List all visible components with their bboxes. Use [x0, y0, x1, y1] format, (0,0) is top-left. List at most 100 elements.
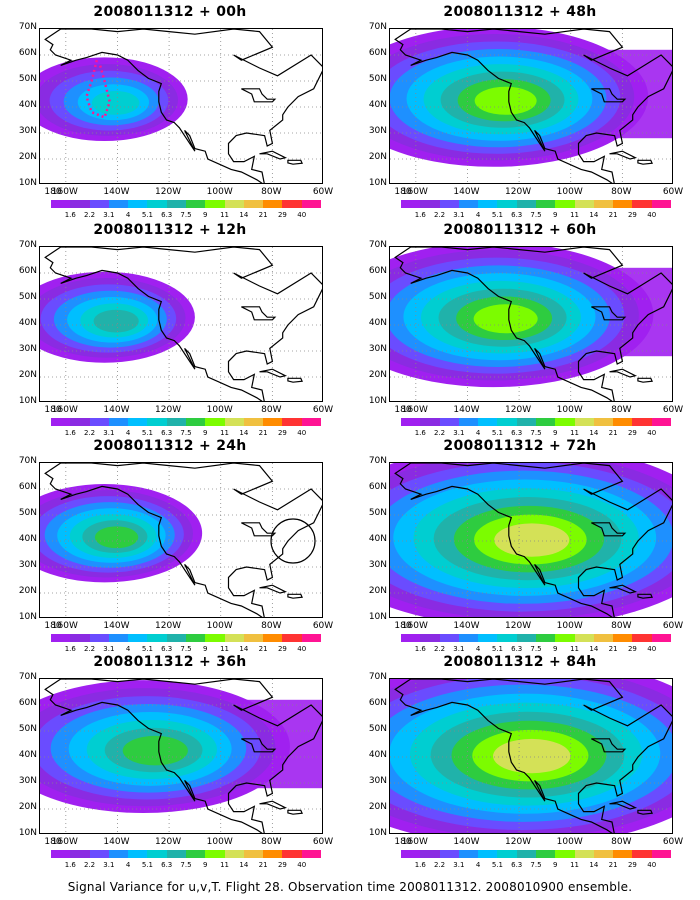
latitude-label: 20N — [368, 586, 387, 596]
panel-title: 2008011312 + 60h — [443, 222, 597, 238]
latitude-label: 60N — [368, 482, 387, 492]
colorbar-tick-label: 40 — [297, 645, 307, 653]
latitude-label: 40N — [368, 534, 387, 544]
colorbar-tick-label: 21 — [608, 429, 618, 437]
colorbar-tick-label: 1.6 — [64, 429, 76, 437]
variance-contour — [94, 526, 139, 549]
colorbar-swatch — [301, 418, 321, 426]
latitude-label: 50N — [368, 724, 387, 734]
colorbar-swatch — [263, 850, 283, 858]
colorbar-swatch — [613, 418, 633, 426]
colorbar-tick-label: 2.2 — [83, 645, 96, 653]
latitude-label: 70N — [368, 240, 387, 250]
colorbar-swatch — [89, 200, 109, 208]
latitude-label: 50N — [18, 74, 37, 84]
longitude-label: 120W — [505, 405, 532, 415]
colorbar-swatch — [108, 634, 129, 642]
colorbar-swatch — [243, 850, 264, 858]
colorbar-swatch — [593, 634, 614, 642]
colorbar-tick-label: 3.1 — [453, 211, 465, 219]
longitude-label: 120W — [155, 405, 182, 415]
colorbar-swatch — [224, 850, 244, 858]
colorbar-swatch — [128, 850, 148, 858]
longitude-label: 160W — [51, 405, 78, 415]
colorbar-tick-label: 29 — [627, 861, 637, 869]
colorbar-tick-label: 21 — [258, 645, 268, 653]
colorbar-swatch — [89, 418, 109, 426]
latitude-label: 30N — [18, 776, 37, 786]
coastline — [287, 809, 303, 815]
colorbar-tick-label: 14 — [589, 645, 599, 653]
colorbar-swatch — [205, 200, 225, 208]
colorbar-swatch — [263, 200, 283, 208]
longitude-label: 120W — [505, 837, 532, 847]
colorbar-swatch — [51, 634, 71, 642]
colorbar-swatch — [205, 634, 225, 642]
colorbar-swatch — [166, 850, 186, 858]
colorbar-swatch — [555, 418, 575, 426]
colorbar-swatch — [478, 200, 498, 208]
colorbar-swatch — [147, 634, 167, 642]
panel-title: 2008011312 + 84h — [443, 654, 597, 670]
latitude-label: 50N — [18, 724, 37, 734]
colorbar-swatch — [89, 850, 109, 858]
colorbar-tick-label: 9 — [553, 211, 558, 219]
colorbar-swatch — [108, 200, 129, 208]
colorbar-tick-label: 40 — [647, 429, 657, 437]
colorbar-tick-label: 29 — [277, 645, 287, 653]
colorbar-swatch — [70, 634, 90, 642]
longitude-label: 60W — [312, 837, 334, 847]
colorbar-tick-label: 21 — [608, 211, 618, 219]
colorbar-tick-label: 21 — [258, 429, 268, 437]
colorbar-swatch — [632, 200, 652, 208]
colorbar-swatch — [263, 418, 283, 426]
colorbar-tick-label: 21 — [608, 645, 618, 653]
coastline — [44, 247, 322, 401]
coastline — [241, 88, 277, 103]
latitude-label: 10N — [18, 612, 37, 622]
panel-title: 2008011312 + 12h — [93, 222, 247, 238]
colorbar-swatch — [478, 850, 498, 858]
latitude-label: 70N — [18, 456, 37, 466]
colorbar-swatch — [497, 418, 517, 426]
longitude-label: 60W — [662, 405, 684, 415]
colorbar-swatch — [301, 850, 321, 858]
latitude-label: 10N — [368, 612, 387, 622]
longitude-label: 120W — [505, 187, 532, 197]
latitude-label: 30N — [18, 126, 37, 136]
colorbar-swatch — [166, 418, 186, 426]
colorbar-swatch — [401, 418, 421, 426]
map-panel: 2008011312 + 24h 70N 60N 50N 40N 30N 20N 10N 180… — [5, 438, 335, 654]
coastline — [259, 584, 288, 594]
latitude-label: 30N — [368, 560, 387, 570]
latitude-label: 30N — [18, 560, 37, 570]
colorbar-swatch — [243, 200, 264, 208]
colorbar-swatch — [166, 200, 186, 208]
colorbar-tick-label: 2.2 — [433, 861, 446, 869]
coastline — [394, 463, 672, 617]
colorbar — [51, 850, 321, 858]
colorbar-tick-label: 7.5 — [180, 211, 192, 219]
longitude-label: 140W — [453, 187, 480, 197]
variance-map — [39, 678, 323, 834]
variance-contour — [122, 735, 188, 766]
latitude-label: 60N — [368, 48, 387, 58]
coastline — [609, 584, 638, 594]
colorbar-tick-label: 9 — [553, 861, 558, 869]
coastline — [591, 522, 627, 537]
colorbar-tick-label: 4 — [125, 429, 131, 437]
colorbar-tick-label: 40 — [297, 429, 307, 437]
variance-map — [39, 462, 323, 618]
coastline — [609, 368, 638, 378]
colorbar-swatch — [205, 418, 225, 426]
latitude-label: 70N — [18, 672, 37, 682]
colorbar-swatch — [613, 850, 633, 858]
variance-map — [389, 246, 673, 402]
colorbar-tick-label: 14 — [589, 861, 599, 869]
colorbar-tick-label: 29 — [627, 429, 637, 437]
coastline — [259, 368, 288, 378]
colorbar-tick-label: 6.3 — [511, 429, 523, 437]
longitude-label: 80W — [261, 187, 282, 197]
colorbar-swatch — [555, 200, 575, 208]
